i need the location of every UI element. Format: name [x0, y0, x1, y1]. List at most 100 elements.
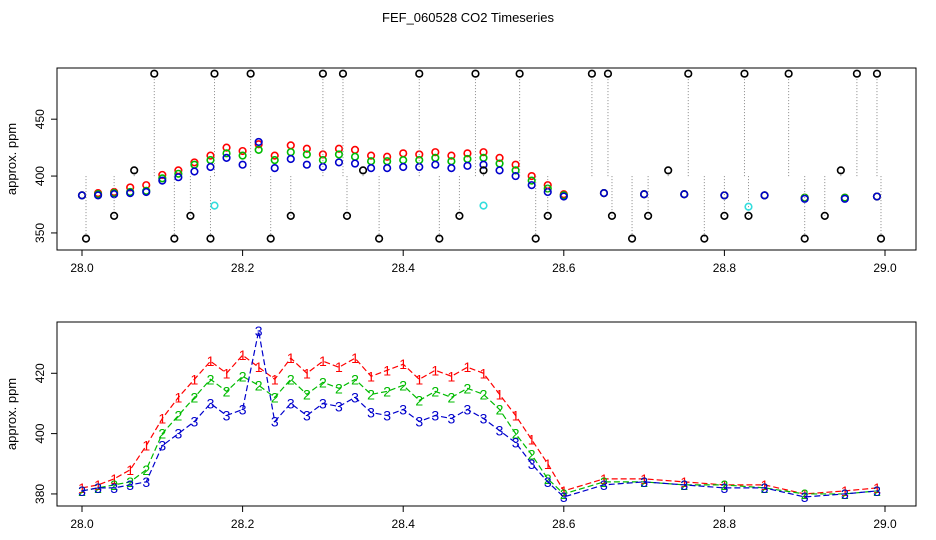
series-3-point: 3 [255, 323, 263, 339]
series-point [463, 161, 472, 170]
series-3-point: 3 [512, 435, 520, 451]
series-point [840, 194, 849, 203]
series-1-point: 1 [544, 456, 552, 472]
outlier-point [170, 234, 179, 243]
outlier-point [266, 234, 275, 243]
series-2-point: 2 [319, 374, 327, 390]
x-tick-label: 28.6 [552, 517, 576, 531]
series-point [334, 150, 344, 159]
series-1-point: 1 [431, 362, 439, 378]
series-1-point: 1 [351, 350, 359, 366]
x-tick-label: 28.4 [392, 517, 416, 531]
series-1-point: 1 [319, 353, 327, 369]
series-3-point: 3 [640, 474, 648, 490]
series-3-point: 3 [335, 398, 343, 414]
series-2-point: 2 [191, 389, 199, 405]
outlier-point [246, 69, 255, 78]
series-3-point: 3 [207, 395, 215, 411]
series-1-point: 1 [600, 471, 608, 487]
series-2-point: 2 [239, 368, 247, 384]
series-point [270, 156, 279, 165]
series-1-point: 1 [841, 483, 849, 499]
series-1-point: 1 [367, 368, 375, 384]
series-point [431, 148, 440, 157]
series-point [286, 148, 295, 157]
series-point [872, 192, 882, 201]
series-2-point: 2 [721, 477, 729, 493]
x-tick-label: 28.2 [231, 261, 255, 275]
outlier-point [684, 69, 693, 78]
series-2-point: 2 [480, 386, 488, 402]
series-point [639, 190, 649, 199]
series-3-point: 3 [239, 401, 247, 417]
x-tick-label: 28.6 [552, 261, 576, 275]
series-2-point: 2 [351, 371, 359, 387]
series-2-point: 2 [801, 486, 809, 502]
series-3-point: 3 [223, 408, 231, 424]
series-1-point: 1 [415, 371, 423, 387]
series-1-point: 1 [287, 350, 295, 366]
series-1-point: 1 [640, 471, 648, 487]
series-3-point: 3 [801, 489, 809, 505]
series-3-point: 3 [319, 395, 327, 411]
series-1-point: 1 [873, 480, 881, 496]
outlier-point [587, 69, 597, 78]
series-1-point: 1 [94, 477, 102, 493]
series-3-point: 3 [560, 489, 568, 505]
series-point [527, 176, 536, 185]
outlier-point [872, 69, 882, 78]
series-point [383, 152, 392, 161]
series-3-point: 3 [464, 401, 472, 417]
series-3-point: 3 [873, 483, 881, 499]
series-1-point: 1 [78, 480, 86, 496]
series-1-point: 1 [528, 432, 536, 448]
series-1-point: 1 [464, 359, 472, 375]
series-point [399, 156, 408, 165]
series-1-point: 1 [239, 347, 247, 363]
series-point [463, 149, 472, 158]
series-2-point: 2 [126, 474, 134, 490]
series-point [222, 153, 231, 162]
x-tick-label: 28.0 [70, 517, 94, 531]
series-2-point: 2 [496, 401, 504, 417]
series-2-point: 2 [447, 389, 455, 405]
series-2-point: 2 [271, 389, 279, 405]
series-3-point: 3 [271, 414, 279, 430]
series-point [447, 151, 456, 160]
series-2-point: 2 [399, 377, 407, 393]
x-tick-label: 28.4 [392, 261, 416, 275]
series-1-point: 1 [480, 365, 488, 381]
series-point [366, 164, 376, 173]
series-2-point: 2 [142, 462, 150, 478]
series-2-line [81, 375, 878, 495]
series-2-point: 2 [512, 426, 520, 442]
series-3-point: 3 [544, 474, 552, 490]
outlier-point [206, 234, 215, 243]
series-2-point: 2 [287, 371, 295, 387]
series-1-point: 1 [158, 411, 166, 427]
top-plot-frame [56, 67, 917, 251]
series-3-point: 3 [496, 423, 504, 439]
series-point [680, 190, 689, 199]
series-point [366, 151, 376, 160]
series-3-point: 3 [191, 414, 199, 430]
series-2-point: 2 [223, 383, 231, 399]
x-tick-label: 28.0 [70, 261, 94, 275]
series-3-point: 3 [528, 456, 536, 472]
outlier-point [479, 166, 488, 175]
x-tick-label: 28.2 [231, 517, 255, 531]
bottom-panel: 28.0 28.2 28.4 28.6 28.8 29.0 380 400 420 approx… [4, 321, 917, 531]
series-1-point: 1 [142, 438, 150, 454]
series-point [350, 159, 360, 168]
series-point [599, 189, 609, 198]
series-point [238, 146, 247, 156]
outlier-point [720, 211, 729, 220]
bottom-plot-frame [56, 321, 917, 507]
series-point [399, 162, 408, 172]
series-2-point: 2 [335, 380, 343, 396]
series-2-point: 2 [873, 483, 881, 499]
series-point [511, 171, 520, 181]
series-1-point: 1 [399, 356, 407, 372]
outlier-point [644, 211, 653, 220]
